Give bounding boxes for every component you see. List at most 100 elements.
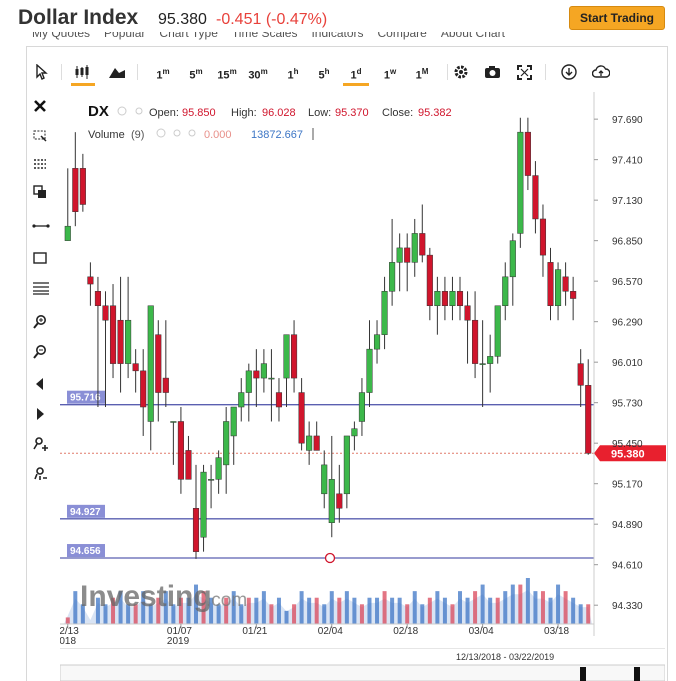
navigator-left-handle[interactable] bbox=[580, 667, 586, 681]
candle-body[interactable] bbox=[147, 305, 154, 422]
candle-body[interactable] bbox=[313, 435, 320, 451]
lock-drawing-icon[interactable] bbox=[32, 466, 50, 484]
camera-snapshot-icon[interactable] bbox=[482, 58, 502, 86]
download-icon[interactable] bbox=[559, 58, 579, 86]
candle-body[interactable] bbox=[260, 363, 267, 379]
candle-body[interactable] bbox=[283, 334, 290, 379]
candle-body[interactable] bbox=[177, 421, 184, 480]
candle-body[interactable] bbox=[275, 392, 283, 408]
fullscreen-icon[interactable] bbox=[514, 58, 534, 86]
magnet-tool-icon[interactable] bbox=[32, 436, 50, 454]
volume-settings-icon[interactable] bbox=[173, 129, 181, 137]
candle-body[interactable] bbox=[472, 319, 479, 364]
candle-body[interactable] bbox=[449, 291, 456, 307]
candle-body[interactable] bbox=[434, 291, 441, 307]
candle-body[interactable] bbox=[524, 131, 531, 176]
candle-body[interactable] bbox=[577, 363, 584, 386]
candle-body[interactable] bbox=[245, 370, 252, 393]
candle-body[interactable] bbox=[366, 348, 373, 393]
legend-settings-icon[interactable] bbox=[135, 107, 143, 115]
candle-body[interactable] bbox=[479, 363, 486, 365]
candle-body[interactable] bbox=[253, 370, 260, 379]
candle-body[interactable] bbox=[125, 319, 132, 364]
candle-body[interactable] bbox=[102, 305, 109, 321]
close-drawing-icon[interactable] bbox=[32, 98, 50, 116]
candle-body[interactable] bbox=[494, 305, 501, 357]
candle-body[interactable] bbox=[306, 435, 313, 451]
candle-body[interactable] bbox=[419, 233, 426, 256]
scroll-left-icon[interactable] bbox=[32, 376, 50, 394]
timeframe-1M[interactable]: 1M bbox=[415, 67, 429, 82]
candle-body[interactable] bbox=[117, 319, 124, 364]
candle-body[interactable] bbox=[509, 240, 516, 278]
timeframe-15m[interactable]: 15m bbox=[217, 67, 237, 82]
start-trading-button[interactable]: Start Trading bbox=[569, 6, 665, 30]
candle-body[interactable] bbox=[502, 276, 509, 307]
candle-body[interactable] bbox=[238, 392, 245, 408]
candle-body[interactable] bbox=[389, 262, 396, 292]
candle-body[interactable] bbox=[215, 457, 222, 480]
candle-body[interactable] bbox=[532, 175, 539, 220]
measure-tool-icon[interactable] bbox=[32, 156, 50, 174]
candle-body[interactable] bbox=[162, 377, 169, 393]
menu-item-4[interactable]: Indicators bbox=[311, 32, 364, 40]
candle-body[interactable] bbox=[155, 334, 162, 393]
candle-body[interactable] bbox=[79, 168, 86, 205]
candle-body[interactable] bbox=[456, 291, 464, 307]
candle-body[interactable] bbox=[381, 291, 388, 335]
timeframe-1d[interactable]: 1d bbox=[343, 58, 369, 86]
line-tool-icon[interactable] bbox=[32, 218, 50, 236]
candle-body[interactable] bbox=[87, 276, 94, 285]
price-chart[interactable]: Investing .com 95.71694.92794.65695.380 … bbox=[60, 92, 668, 648]
candle-body[interactable] bbox=[411, 233, 418, 263]
candle-body[interactable] bbox=[585, 385, 592, 454]
candle-body[interactable] bbox=[373, 334, 381, 350]
candle-body[interactable] bbox=[570, 291, 577, 299]
candle-body[interactable] bbox=[547, 262, 554, 307]
candle-body[interactable] bbox=[140, 370, 147, 408]
candle-body[interactable] bbox=[268, 377, 275, 380]
fibonacci-tool-icon[interactable] bbox=[32, 280, 50, 298]
candle-body[interactable] bbox=[109, 305, 117, 364]
menu-item-6[interactable]: About Chart bbox=[440, 32, 505, 40]
candle-body[interactable] bbox=[94, 291, 101, 307]
menu-item-5[interactable]: Compare bbox=[377, 32, 427, 40]
candle-body[interactable] bbox=[185, 450, 192, 480]
upload-icon[interactable] bbox=[591, 58, 611, 86]
candle-body[interactable] bbox=[291, 334, 298, 379]
scroll-right-icon[interactable] bbox=[32, 406, 50, 424]
clone-tool-icon[interactable] bbox=[32, 184, 50, 202]
candle-body[interactable] bbox=[343, 435, 350, 495]
timeframe-30m[interactable]: 30m bbox=[248, 67, 268, 82]
menu-item-0[interactable]: My Quotes bbox=[32, 32, 91, 40]
candle-body[interactable] bbox=[487, 356, 494, 364]
candle-body[interactable] bbox=[298, 392, 305, 444]
zoom-in-icon[interactable] bbox=[32, 314, 50, 332]
candle-body[interactable] bbox=[404, 247, 411, 263]
volume-close-icon[interactable] bbox=[188, 129, 196, 137]
candle-body[interactable] bbox=[555, 269, 562, 307]
candle-body[interactable] bbox=[132, 363, 139, 372]
menu-item-1[interactable]: Popular bbox=[104, 32, 146, 40]
menu-item-2[interactable]: Chart Type bbox=[159, 32, 218, 40]
navigator-right-handle[interactable] bbox=[634, 667, 640, 681]
select-region-icon[interactable] bbox=[32, 128, 50, 146]
candle-body[interactable] bbox=[539, 218, 547, 256]
zoom-out-icon[interactable] bbox=[32, 344, 50, 362]
timeframe-1h[interactable]: 1h bbox=[287, 67, 299, 82]
candle-body[interactable] bbox=[230, 406, 237, 437]
candle-body[interactable] bbox=[517, 131, 524, 234]
candle-body[interactable] bbox=[321, 464, 328, 495]
time-navigator[interactable]: 12/13/2018 - 03/22/2019 bbox=[60, 648, 665, 681]
legend-eye-icon[interactable] bbox=[117, 106, 127, 116]
candle-body[interactable] bbox=[208, 479, 215, 481]
candle-body[interactable] bbox=[358, 392, 365, 422]
volume-eye-icon[interactable] bbox=[156, 128, 166, 138]
candle-body[interactable] bbox=[328, 479, 335, 523]
candlestick-chart-icon[interactable] bbox=[71, 58, 95, 86]
timeframe-1w[interactable]: 1w bbox=[383, 67, 397, 82]
candle-body[interactable] bbox=[396, 247, 403, 263]
candle-body[interactable] bbox=[72, 168, 79, 212]
candle-body[interactable] bbox=[223, 421, 230, 466]
candle-body[interactable] bbox=[351, 428, 358, 437]
